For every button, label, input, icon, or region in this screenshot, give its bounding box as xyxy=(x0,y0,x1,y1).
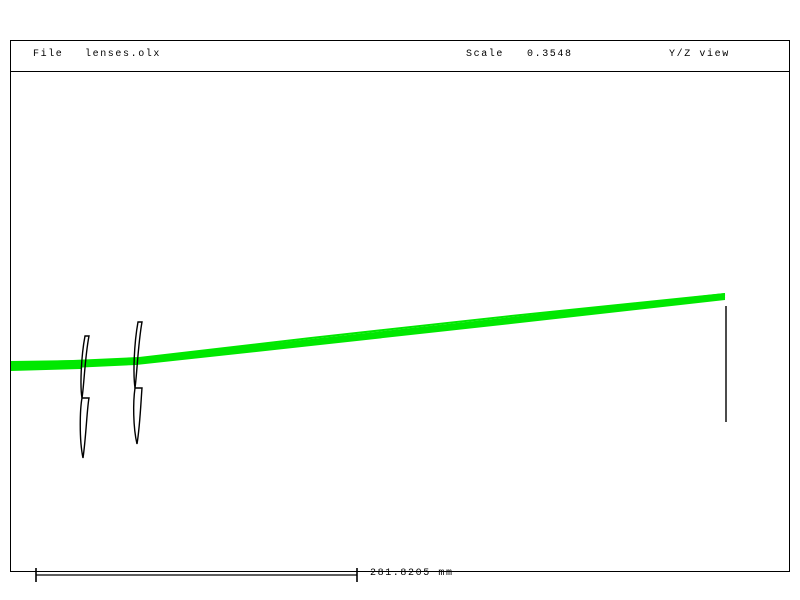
layout-drawing xyxy=(11,293,727,459)
ray-path-3 xyxy=(11,293,726,364)
view-orientation-label: Y/Z view xyxy=(669,49,730,60)
file-name-value: lenses.olx xyxy=(85,49,162,60)
scale-bar-graphic xyxy=(35,568,358,582)
ray-bundle-left-stub xyxy=(11,360,81,371)
optical-layout-canvas[interactable] xyxy=(11,72,789,571)
lens-element-1-surface-b xyxy=(79,397,90,459)
ray-bundle xyxy=(11,293,726,371)
layout-header-band: File lenses.olx Scale 0.3548 Y/Z view xyxy=(11,41,789,72)
lens-element-1[interactable] xyxy=(79,335,90,459)
scale-bar-length-label: 281.8205 mm xyxy=(370,568,454,579)
scale-bar: 281.8205 mm xyxy=(26,560,506,592)
lens-element-2-surface-a xyxy=(133,321,143,389)
lens-element-2[interactable] xyxy=(132,321,143,445)
lens-element-2-surface-b xyxy=(132,387,143,445)
scale-value: 0.3548 xyxy=(527,49,573,60)
scale-label: Scale xyxy=(466,49,505,60)
optical-layout-frame: File lenses.olx Scale 0.3548 Y/Z view xyxy=(10,40,790,572)
file-label: File xyxy=(33,49,64,60)
